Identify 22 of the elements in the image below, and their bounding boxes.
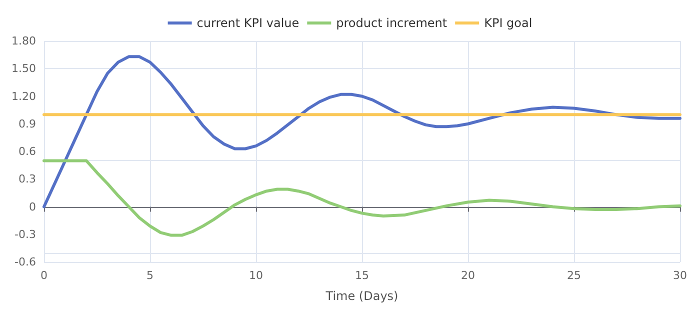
legend-label: product increment [336,16,448,30]
line-series [42,55,682,208]
x-tick-label: 15 [355,269,369,282]
x-tick-label: 0 [40,269,48,282]
y-tick-label: -0.3 [14,228,36,241]
y-tick-label: 1.20 [12,90,36,103]
x-tick-label: 5 [146,269,154,282]
legend-label: current KPI value [196,16,300,30]
x-tick-label: 30 [673,269,687,282]
y-tick-label: 0.6 [18,145,36,158]
x-axis-title: Time (Days) [324,289,398,303]
x-tick-label: 20 [461,269,475,282]
y-tick-label: 0.3 [18,172,36,186]
y-tick-label: -0.6 [14,256,36,268]
y-tick-label: 1.80 [12,34,36,48]
legend-label: KPI goal [484,16,532,30]
x-tick-label: 10 [249,269,263,282]
y-tick-label: 0.9 [18,117,36,130]
y-tick-label: 0 [29,200,36,214]
line-series [42,159,682,237]
x-tick-label: 25 [567,269,581,282]
y-tick-label: 1.50 [12,62,36,76]
